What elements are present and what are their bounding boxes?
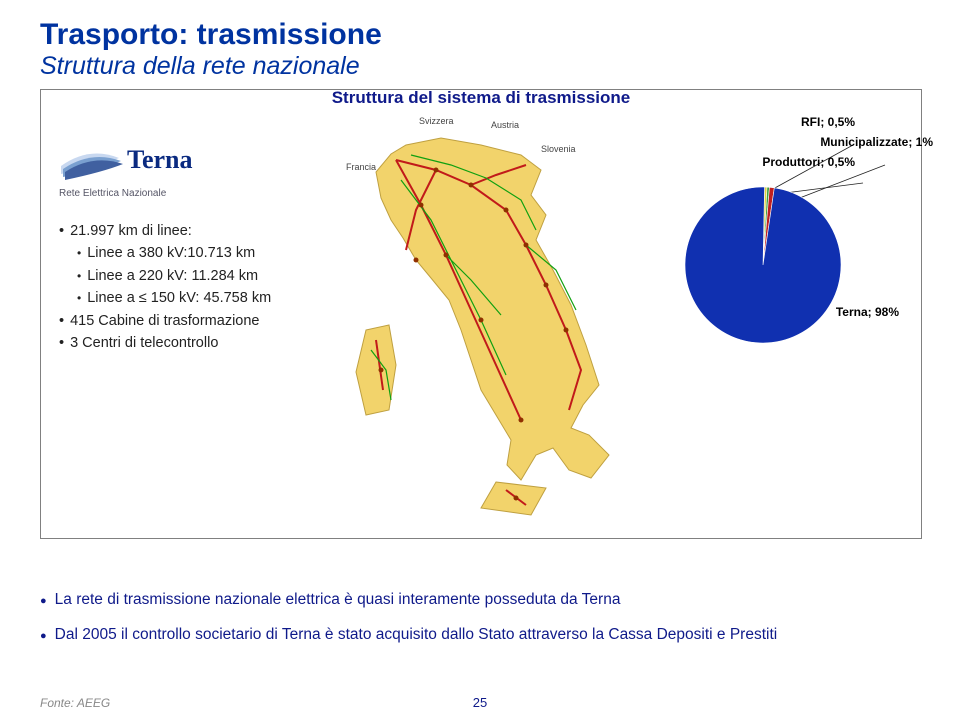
- italy-shape: [376, 138, 609, 480]
- line-item: Linee a ≤ 150 kV: 45.758 km: [77, 287, 271, 309]
- slide: Trasporto: trasmissione Struttura della …: [0, 0, 960, 720]
- sicily-shape: [481, 482, 546, 515]
- line-stats: 21.997 km di linee: Linee a 380 kV:10.71…: [59, 220, 271, 355]
- label-slovenia: Slovenia: [541, 144, 576, 154]
- logo-subtitle: Rete Elettrica Nazionale: [59, 188, 239, 199]
- title-line2: Struttura della rete nazionale: [40, 52, 932, 81]
- label-svizzera: Svizzera: [419, 116, 454, 126]
- lines-header: 21.997 km di linee:: [59, 220, 271, 242]
- label-francia: Francia: [346, 162, 376, 172]
- pie-label-rfi: RFI; 0,5%: [801, 115, 855, 129]
- bullet-1: La rete di trasmissione nazionale elettr…: [40, 590, 910, 611]
- pie-svg: [653, 145, 911, 365]
- footer-bullets: La rete di trasmissione nazionale elettr…: [40, 590, 910, 660]
- line-extra: 415 Cabine di trasformazione: [59, 310, 271, 332]
- pie-label-prod: Produttori; 0,5%: [762, 155, 855, 169]
- line-item: Linee a 220 kV: 11.284 km: [77, 265, 271, 287]
- bullet-2: Dal 2005 il controllo societario di Tern…: [40, 625, 910, 646]
- terna-logo: Terna Rete Elettrica Nazionale: [59, 136, 239, 199]
- label-austria: Austria: [491, 120, 519, 130]
- pie-label-muni: Municipalizzate; 1%: [820, 135, 933, 149]
- title-block: Trasporto: trasmissione Struttura della …: [40, 18, 932, 81]
- sardinia-shape: [356, 325, 396, 415]
- terna-logo-svg: Terna: [59, 136, 239, 186]
- svg-text:Terna: Terna: [127, 145, 193, 174]
- page-number: 25: [0, 695, 960, 710]
- main-panel: Struttura del sistema di trasmissione Te…: [40, 89, 922, 539]
- title-line1: Trasporto: trasmissione: [40, 18, 932, 52]
- italy-map: Svizzera Austria Slovenia Francia: [321, 110, 651, 530]
- ownership-pie: RFI; 0,5% Municipalizzate; 1% Produttori…: [653, 145, 911, 365]
- pie-label-terna: Terna; 98%: [836, 305, 899, 319]
- line-extra: 3 Centri di telecontrollo: [59, 332, 271, 354]
- line-item: Linee a 380 kV:10.713 km: [77, 242, 271, 264]
- panel-title: Struttura del sistema di trasmissione: [41, 88, 921, 108]
